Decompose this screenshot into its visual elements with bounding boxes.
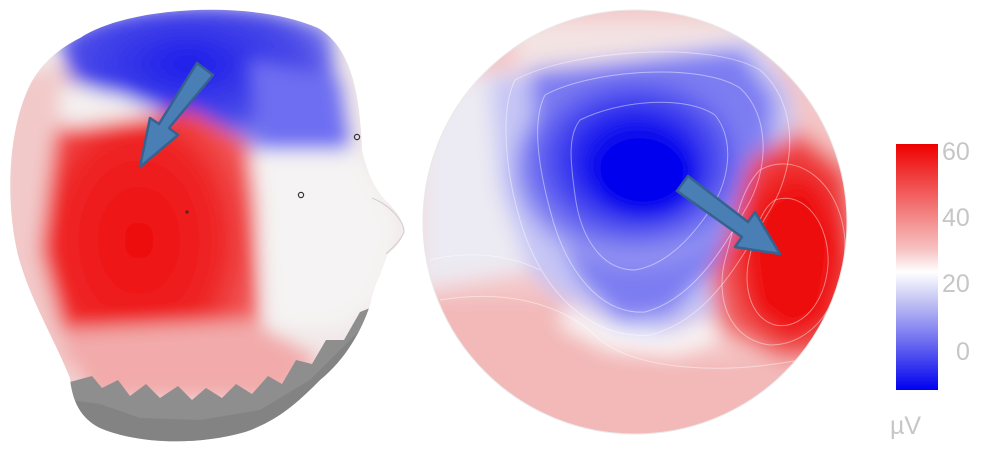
scale-unit-label: µV — [890, 412, 922, 440]
contour-lines — [429, 51, 847, 369]
head-3d-view — [0, 0, 420, 450]
topomap-arrow — [675, 174, 782, 256]
topomap-surface — [423, 10, 847, 434]
scale-tick-label: 60 — [942, 138, 970, 166]
topomap-border — [422, 9, 848, 435]
head-3d-graphic — [10, 9, 405, 442]
scale-tick-label: 20 — [942, 270, 970, 298]
electrode-marker — [185, 210, 189, 214]
scale-tick-label: 0 — [956, 338, 970, 366]
topomap-view — [420, 0, 860, 450]
topomap-graphic — [422, 9, 848, 435]
head-arrow — [138, 61, 215, 169]
scale-tick-label: 40 — [942, 204, 970, 232]
electrode-marker — [297, 191, 305, 199]
head-surface — [10, 9, 404, 442]
electrode-marker — [353, 133, 361, 141]
color-scale-legend: 60 40 20 0 µV — [860, 0, 982, 450]
nose-outline — [371, 197, 405, 255]
color-scale-bar — [896, 144, 938, 390]
